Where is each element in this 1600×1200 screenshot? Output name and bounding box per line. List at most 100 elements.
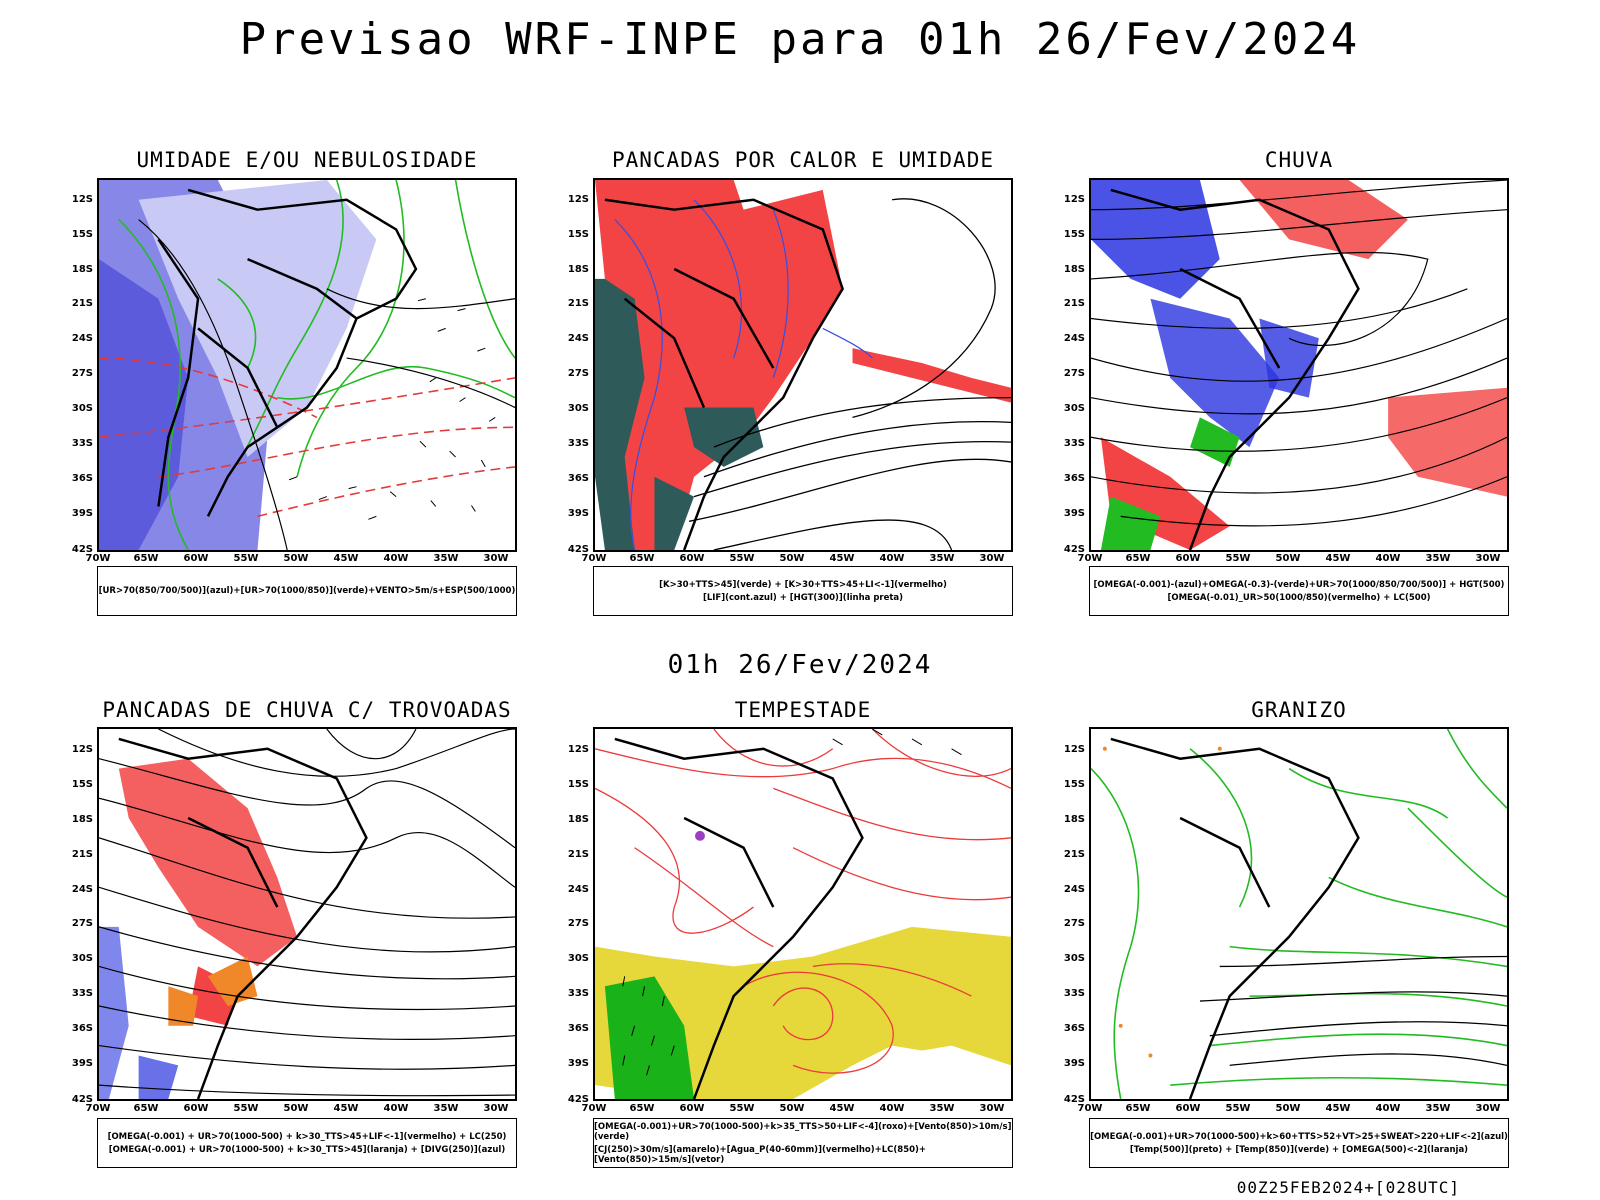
legend-line: [OMEGA(-0.01)_UR>50(1000/850)(vermelho) … bbox=[1167, 592, 1431, 603]
lon-label: 65W bbox=[629, 553, 655, 564]
legend-line: [OMEGA(-0.001) + UR>70(1000-500) + k>30_… bbox=[108, 1144, 506, 1155]
lat-label: 39S bbox=[567, 508, 589, 519]
lon-label: 50W bbox=[1275, 1103, 1301, 1114]
lon-label: 35W bbox=[433, 553, 459, 564]
lat-label: 27S bbox=[71, 368, 93, 379]
lat-label: 36S bbox=[1063, 473, 1085, 484]
map-panel-pancadas-trovoadas bbox=[97, 727, 517, 1101]
lat-label: 42S bbox=[1063, 1094, 1085, 1105]
lat-label: 30S bbox=[567, 953, 589, 964]
mid-title: 01h 26/Fev/2024 bbox=[667, 650, 933, 680]
lon-label: 45W bbox=[829, 1103, 855, 1114]
lon-label: 30W bbox=[979, 553, 1005, 564]
lat-label: 18S bbox=[567, 264, 589, 275]
lon-label: 30W bbox=[1475, 553, 1501, 564]
lat-label: 24S bbox=[1063, 884, 1085, 895]
legend-granizo: [OMEGA(-0.001)+UR>70(1000-500)+k>60+TTS>… bbox=[1089, 1118, 1509, 1168]
lat-label: 33S bbox=[1063, 438, 1085, 449]
lon-label: 45W bbox=[333, 1103, 359, 1114]
lat-label: 15S bbox=[567, 779, 589, 790]
lat-label: 15S bbox=[1063, 229, 1085, 240]
lat-label: 15S bbox=[1063, 779, 1085, 790]
lat-label: 36S bbox=[71, 1023, 93, 1034]
lat-label: 18S bbox=[1063, 264, 1085, 275]
legend-line: [K>30+TTS>45](verde) + [K>30+TTS>45+LI<-… bbox=[659, 579, 947, 590]
lat-label: 33S bbox=[71, 438, 93, 449]
legend-pancadas-calor: [K>30+TTS>45](verde) + [K>30+TTS>45+LI<-… bbox=[593, 566, 1013, 616]
map-panel-pancadas-calor bbox=[593, 178, 1013, 552]
lon-label: 55W bbox=[729, 553, 755, 564]
lon-label: 45W bbox=[1325, 1103, 1351, 1114]
lat-label: 21S bbox=[567, 298, 589, 309]
lon-label: 50W bbox=[283, 553, 309, 564]
legend-pancadas-trovoadas: [OMEGA(-0.001) + UR>70(1000-500) + k>30_… bbox=[97, 1118, 517, 1168]
legend-chuva: [OMEGA(-0.001)-(azul)+OMEGA(-0.3)-(verde… bbox=[1089, 566, 1509, 616]
lat-label: 27S bbox=[567, 918, 589, 929]
map-panel-chuva bbox=[1089, 178, 1509, 552]
lat-label: 36S bbox=[567, 1023, 589, 1034]
lon-label: 65W bbox=[133, 1103, 159, 1114]
lat-label: 12S bbox=[1063, 194, 1085, 205]
lat-label: 18S bbox=[71, 264, 93, 275]
lon-label: 60W bbox=[183, 1103, 209, 1114]
lon-label: 40W bbox=[879, 1103, 905, 1114]
lon-label: 65W bbox=[1125, 553, 1151, 564]
lat-label: 27S bbox=[71, 918, 93, 929]
lat-label: 36S bbox=[567, 473, 589, 484]
lat-label: 39S bbox=[71, 1058, 93, 1069]
lat-label: 42S bbox=[71, 1094, 93, 1105]
lat-label: 30S bbox=[567, 403, 589, 414]
lon-label: 50W bbox=[1275, 553, 1301, 564]
lon-label: 35W bbox=[929, 553, 955, 564]
lat-label: 24S bbox=[1063, 333, 1085, 344]
lon-label: 50W bbox=[283, 1103, 309, 1114]
lat-label: 39S bbox=[567, 1058, 589, 1069]
lon-label: 70W bbox=[581, 553, 607, 564]
lat-label: 36S bbox=[71, 473, 93, 484]
lon-label: 70W bbox=[1077, 1103, 1103, 1114]
lat-label: 33S bbox=[567, 988, 589, 999]
lon-label: 35W bbox=[1425, 1103, 1451, 1114]
lat-label: 21S bbox=[71, 298, 93, 309]
map-panel-umidade bbox=[97, 178, 517, 552]
lon-label: 50W bbox=[779, 1103, 805, 1114]
lat-label: 39S bbox=[1063, 1058, 1085, 1069]
lon-label: 55W bbox=[1225, 1103, 1251, 1114]
legend-line: [OMEGA(-0.001)-(azul)+OMEGA(-0.3)-(verde… bbox=[1093, 579, 1505, 590]
legend-line: [OMEGA(-0.001)+UR>70(1000-500)+k>35_TTS>… bbox=[594, 1121, 1012, 1142]
lon-label: 35W bbox=[929, 1103, 955, 1114]
lat-label: 42S bbox=[567, 1094, 589, 1105]
lon-label: 65W bbox=[629, 1103, 655, 1114]
lon-label: 60W bbox=[679, 553, 705, 564]
lon-label: 55W bbox=[1225, 553, 1251, 564]
lat-label: 33S bbox=[567, 438, 589, 449]
lon-label: 35W bbox=[1425, 553, 1451, 564]
legend-line: [Temp(500)](preto) + [Temp(850)](verde) … bbox=[1129, 1144, 1469, 1155]
lat-label: 42S bbox=[1063, 544, 1085, 555]
lat-label: 36S bbox=[1063, 1023, 1085, 1034]
lon-label: 55W bbox=[233, 553, 259, 564]
lon-label: 60W bbox=[183, 553, 209, 564]
lat-label: 27S bbox=[1063, 918, 1085, 929]
lat-label: 30S bbox=[71, 953, 93, 964]
lat-label: 42S bbox=[71, 544, 93, 555]
panel-title-umidade: UMIDADE E/OU NEBULOSIDADE bbox=[136, 148, 478, 172]
lat-label: 15S bbox=[567, 229, 589, 240]
lon-label: 55W bbox=[233, 1103, 259, 1114]
lat-label: 18S bbox=[1063, 814, 1085, 825]
lon-label: 60W bbox=[1175, 553, 1201, 564]
lon-label: 60W bbox=[679, 1103, 705, 1114]
lon-label: 60W bbox=[1175, 1103, 1201, 1114]
panel-title-chuva: CHUVA bbox=[1264, 148, 1334, 172]
lon-label: 45W bbox=[829, 553, 855, 564]
lon-label: 45W bbox=[333, 553, 359, 564]
lat-label: 21S bbox=[1063, 849, 1085, 860]
lon-label: 70W bbox=[85, 1103, 111, 1114]
lon-label: 40W bbox=[383, 1103, 409, 1114]
lon-label: 30W bbox=[483, 1103, 509, 1114]
lon-label: 40W bbox=[879, 553, 905, 564]
main-title: Previsao WRF-INPE para 01h 26/Fev/2024 bbox=[239, 14, 1361, 65]
lon-label: 70W bbox=[85, 553, 111, 564]
lat-label: 42S bbox=[567, 544, 589, 555]
lon-label: 40W bbox=[383, 553, 409, 564]
